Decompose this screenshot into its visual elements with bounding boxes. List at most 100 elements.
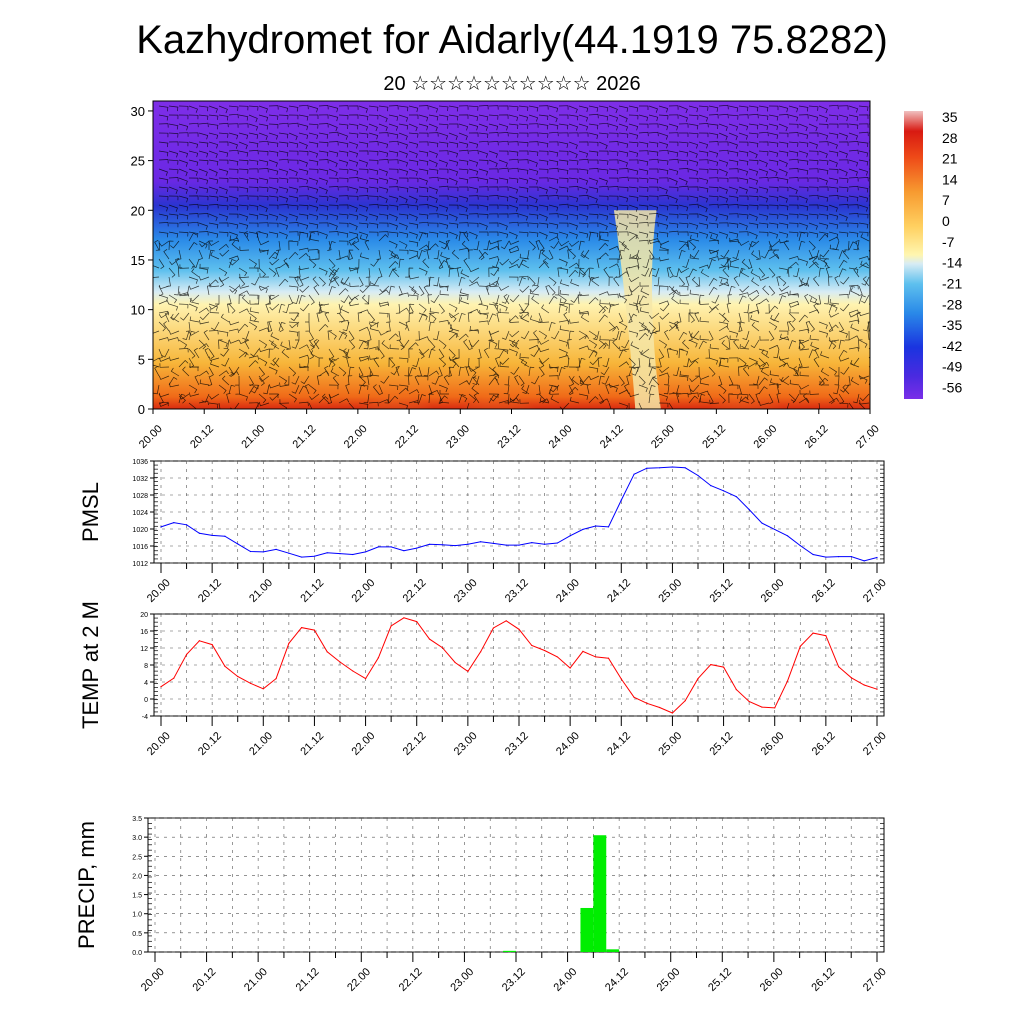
- wind-barb: [308, 186, 319, 194]
- wind-barb: [668, 213, 679, 219]
- wind-barb: [268, 339, 277, 349]
- wind-barb: [229, 235, 240, 242]
- wind-barb: [818, 258, 828, 267]
- wind-barb: [278, 122, 289, 128]
- wind-barb: [292, 294, 300, 305]
- wind-barb: [688, 312, 695, 323]
- panel-1-data-point: [722, 490, 725, 492]
- wind-barb: [858, 150, 869, 157]
- wind-barb: [548, 213, 559, 218]
- wind-barb: [348, 213, 359, 220]
- wind-barb: [658, 204, 669, 211]
- panel-1-data-point: [160, 526, 162, 528]
- wind-barb: [568, 114, 579, 121]
- wind-barb: [439, 398, 450, 404]
- wind-barb: [679, 299, 690, 305]
- wind-barb: [628, 276, 640, 283]
- wind-barb: [808, 321, 815, 332]
- wind-barb: [558, 213, 569, 220]
- wind-barb: [178, 348, 189, 353]
- wind-barb: [250, 348, 260, 357]
- wind-barb: [418, 312, 428, 321]
- wind-barb: [279, 399, 290, 404]
- wind-barb: [748, 141, 759, 148]
- wind-barb: [628, 392, 640, 398]
- wind-barb: [629, 254, 640, 260]
- wind-barb: [188, 150, 199, 158]
- wind-barb: [828, 132, 839, 139]
- wind-barb: [278, 177, 289, 184]
- wind-barb: [208, 222, 219, 229]
- wind-barb: [494, 374, 500, 386]
- panel-1-data-point: [543, 543, 546, 545]
- wind-barb: [658, 222, 669, 230]
- wind-barb: [296, 267, 301, 278]
- wind-barb: [378, 234, 389, 242]
- wind-barb: [428, 243, 439, 251]
- heatmap-x-tick-label: 21.12: [291, 423, 319, 451]
- wind-barb: [198, 177, 209, 185]
- wind-barb: [251, 402, 260, 409]
- wind-barb: [198, 159, 209, 165]
- wind-barb: [538, 357, 545, 368]
- wind-barb: [209, 308, 220, 314]
- wind-barb: [682, 339, 690, 350]
- wind-barb: [778, 186, 789, 192]
- wind-barb: [658, 285, 664, 296]
- wind-barb: [218, 150, 229, 157]
- wind-barb: [848, 204, 859, 209]
- wind-barb: [508, 276, 519, 282]
- wind-barb: [388, 222, 398, 230]
- wind-barb: [468, 176, 479, 182]
- wind-barb: [728, 141, 738, 149]
- wind-barb: [418, 244, 429, 251]
- wind-barb: [688, 268, 697, 278]
- wind-barb: [418, 177, 428, 185]
- panel-1-x-tick-label: 21.12: [298, 577, 326, 605]
- wind-barb: [428, 168, 439, 175]
- wind-barb: [718, 159, 729, 167]
- wind-barb: [455, 348, 460, 359]
- wind-barb: [438, 150, 449, 155]
- wind-barb: [658, 123, 669, 131]
- wind-barb: [441, 240, 450, 250]
- wind-barb: [638, 375, 646, 386]
- wind-barb: [249, 307, 260, 314]
- wind-barb: [478, 159, 489, 165]
- wind-barb: [263, 384, 270, 395]
- wind-barb: [238, 323, 249, 332]
- wind-barb: [528, 339, 539, 344]
- panel-2-data-point: [249, 682, 252, 684]
- wind-barb: [220, 313, 230, 323]
- wind-barb: [431, 375, 440, 385]
- panel-1-data-point: [428, 543, 431, 545]
- wind-barb: [408, 274, 420, 280]
- wind-barb: [608, 213, 619, 219]
- wind-barb: [520, 330, 530, 340]
- wind-barb: [708, 357, 719, 365]
- wind-barb: [615, 267, 621, 278]
- wind-barb: [638, 213, 649, 221]
- wind-barb: [488, 239, 500, 245]
- wind-barb: [558, 177, 569, 183]
- wind-barb: [618, 312, 624, 324]
- wind-barb: [358, 186, 369, 193]
- wind-barb: [158, 105, 169, 112]
- panel-3-x-tick-label: 22.12: [397, 966, 425, 994]
- wind-barb: [458, 123, 469, 131]
- wind-barb: [858, 375, 868, 384]
- wind-barb: [388, 159, 399, 164]
- wind-barb: [308, 258, 317, 269]
- wind-barb: [809, 390, 820, 395]
- wind-barb: [378, 195, 388, 204]
- wind-barb: [848, 319, 860, 324]
- wind-barb: [159, 363, 170, 368]
- wind-barb: [248, 186, 259, 192]
- wind-barb: [848, 149, 859, 155]
- wind-barb: [729, 262, 740, 269]
- wind-barb: [338, 204, 349, 209]
- wind-barb: [518, 105, 529, 111]
- wind-barb: [530, 348, 540, 357]
- wind-barb: [588, 213, 599, 219]
- wind-barb: [608, 177, 619, 183]
